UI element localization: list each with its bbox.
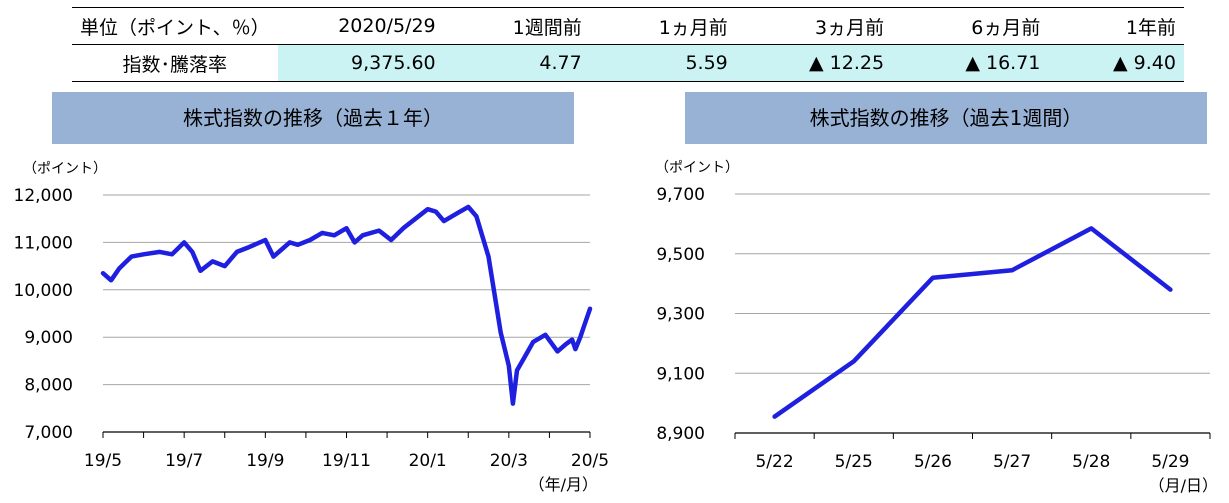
x-tick-label: 19/7 <box>165 451 203 471</box>
x-tick-label: 5/25 <box>835 452 873 472</box>
y-axis-unit: （ポイント） <box>23 161 107 177</box>
chart-1year: 12,000 11,000 10,000 9,000 8,000 7,000 （ポイント） 1… <box>14 161 610 494</box>
y-axis-unit: （ポイント） <box>655 160 739 176</box>
header-1week: 1週間前 <box>443 7 590 45</box>
y-tick-label: 11,000 <box>14 233 73 253</box>
y-tick-label: 8,900 <box>656 424 705 444</box>
header-date: 2020/5/29 <box>277 7 444 45</box>
x-tick-label: 5/22 <box>755 452 793 472</box>
x-tick-label: 5/28 <box>1072 452 1110 472</box>
value-6months: ▲ 16.71 <box>892 44 1049 82</box>
x-tick-label: 5/29 <box>1151 452 1189 472</box>
x-tick-label: 20/5 <box>571 451 609 471</box>
y-tick-label: 8,000 <box>24 376 73 396</box>
y-tick-label: 9,100 <box>656 364 705 384</box>
chart-1week-title: 株式指数の推移（過去1週間） <box>685 92 1207 144</box>
value-3months: ▲ 12.25 <box>735 44 893 82</box>
y-tick-label: 9,500 <box>656 245 705 265</box>
chart-1year-title: 株式指数の推移（過去１年） <box>52 92 574 144</box>
x-axis-unit: （年/月） <box>529 475 598 494</box>
header-1year: 1年前 <box>1048 7 1184 45</box>
value-index: 9,375.60 <box>277 44 444 82</box>
y-tick-label: 10,000 <box>14 281 73 301</box>
header-6months: 6ヵ月前 <box>892 7 1049 45</box>
x-tick-label: 5/26 <box>914 452 952 472</box>
y-tick-label: 9,000 <box>24 328 73 348</box>
x-tick-label: 20/1 <box>409 451 447 471</box>
x-tick-label: 19/11 <box>322 451 371 471</box>
row-label: 指数･騰落率 <box>72 44 278 82</box>
unit-label: 単位（ポイント、％） <box>72 7 278 45</box>
header-3months: 3ヵ月前 <box>735 7 893 45</box>
value-1week: 4.77 <box>443 44 590 82</box>
table-header-row: 単位（ポイント、％） 2020/5/29 1週間前 1ヵ月前 3ヵ月前 6ヵ月前… <box>72 7 1184 45</box>
chart-1week: 9,700 9,500 9,300 9,100 8,900 （ポイント） 5/22 5/25 5… <box>655 160 1218 495</box>
y-tick-label: 7,000 <box>24 423 73 443</box>
x-tick-label: 5/27 <box>993 452 1031 472</box>
value-1month: 5.59 <box>589 44 736 82</box>
x-tick-label: 19/9 <box>246 451 284 471</box>
y-tick-label: 9,700 <box>656 185 705 205</box>
header-1month: 1ヵ月前 <box>589 7 736 45</box>
x-tick-label: 19/5 <box>84 451 122 471</box>
value-1year: ▲ 9.40 <box>1048 44 1184 82</box>
x-axis-unit: （月/日） <box>1149 476 1218 495</box>
x-tick-label: 20/3 <box>490 451 528 471</box>
index-summary-table: 単位（ポイント、％） 2020/5/29 1週間前 1ヵ月前 3ヵ月前 6ヵ月前… <box>72 7 1184 82</box>
y-tick-label: 12,000 <box>14 186 73 206</box>
y-tick-label: 9,300 <box>656 305 705 325</box>
series-line <box>772 226 1173 419</box>
series-line <box>100 204 593 406</box>
table-data-row: 指数･騰落率 9,375.60 4.77 5.59 ▲ 12.25 ▲ 16.7… <box>72 44 1184 82</box>
